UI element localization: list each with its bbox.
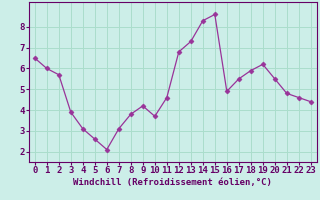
X-axis label: Windchill (Refroidissement éolien,°C): Windchill (Refroidissement éolien,°C) [73, 178, 272, 187]
